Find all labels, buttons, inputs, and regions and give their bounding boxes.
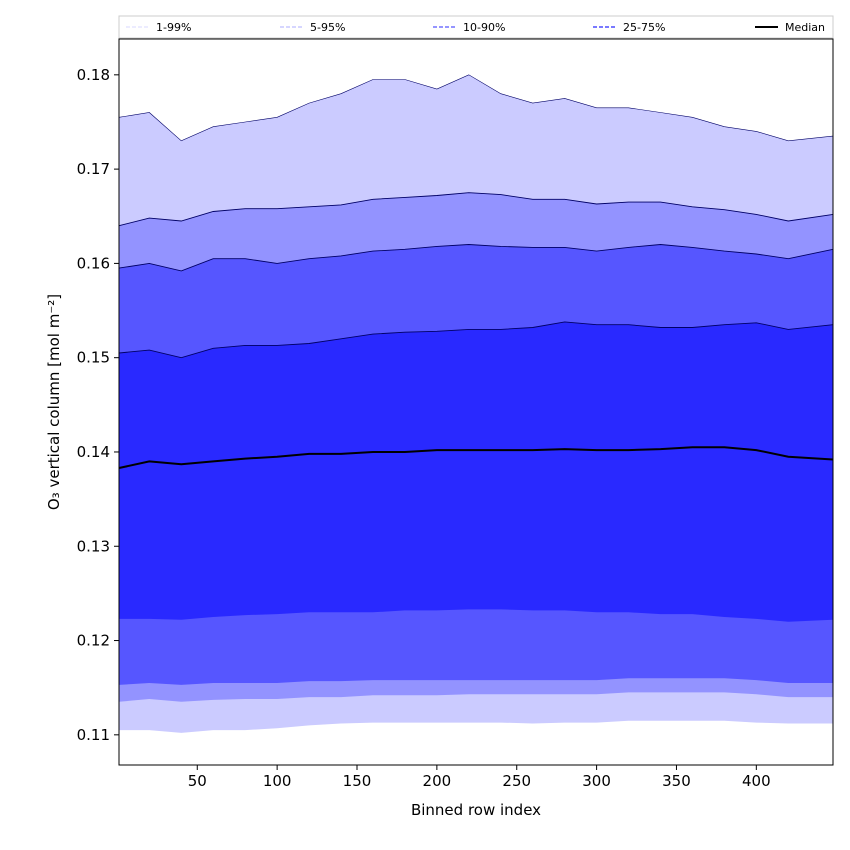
- y-tick-label: 0.11: [77, 726, 110, 744]
- legend-label: Median: [785, 21, 825, 34]
- legend-box: [118, 15, 834, 39]
- band-upper-edge-5-95pct: [118, 192, 834, 227]
- y-axis-label: O₃ vertical column [mol m⁻²]: [45, 294, 63, 510]
- x-axis-label: Binned row index: [411, 801, 541, 819]
- x-tick-label: 400: [742, 772, 771, 790]
- median-line: [118, 446, 834, 469]
- x-axis-ticks: 50 100 150 200 250 300 350 400: [188, 765, 771, 790]
- x-tick-label: 100: [263, 772, 292, 790]
- percentile-bands: [118, 74, 834, 733]
- band-upper-edge-25-75pct: [118, 321, 834, 359]
- plot-area-frame: [118, 38, 834, 766]
- y-tick-label: 0.18: [77, 66, 110, 84]
- y-axis-ticks: 0.11 0.12 0.13 0.14 0.15 0.16 0.17 0.18: [77, 66, 119, 744]
- legend-label: 25-75%: [623, 21, 665, 34]
- band-upper-edge-1-99pct: [118, 74, 834, 142]
- y-tick-label: 0.13: [77, 537, 110, 555]
- x-tick-label: 150: [343, 772, 372, 790]
- legend: 1-99% 5-95% 10-90% 25-75% Median: [118, 15, 834, 39]
- legend-label: 5-95%: [310, 21, 345, 34]
- legend-label: 1-99%: [156, 21, 191, 34]
- y-tick-label: 0.14: [77, 443, 110, 461]
- y-tick-label: 0.17: [77, 160, 110, 178]
- y-tick-label: 0.16: [77, 254, 110, 272]
- x-tick-label: 200: [423, 772, 452, 790]
- band-upper-edge-10-90pct: [118, 244, 834, 272]
- legend-label: 10-90%: [463, 21, 505, 34]
- y-tick-label: 0.15: [77, 349, 110, 367]
- x-tick-label: 250: [502, 772, 531, 790]
- x-tick-label: 300: [582, 772, 611, 790]
- x-tick-label: 350: [662, 772, 691, 790]
- y-tick-label: 0.12: [77, 632, 110, 650]
- band-25-75pct: [119, 321, 833, 622]
- x-tick-label: 50: [188, 772, 207, 790]
- median-line-group: [118, 446, 834, 469]
